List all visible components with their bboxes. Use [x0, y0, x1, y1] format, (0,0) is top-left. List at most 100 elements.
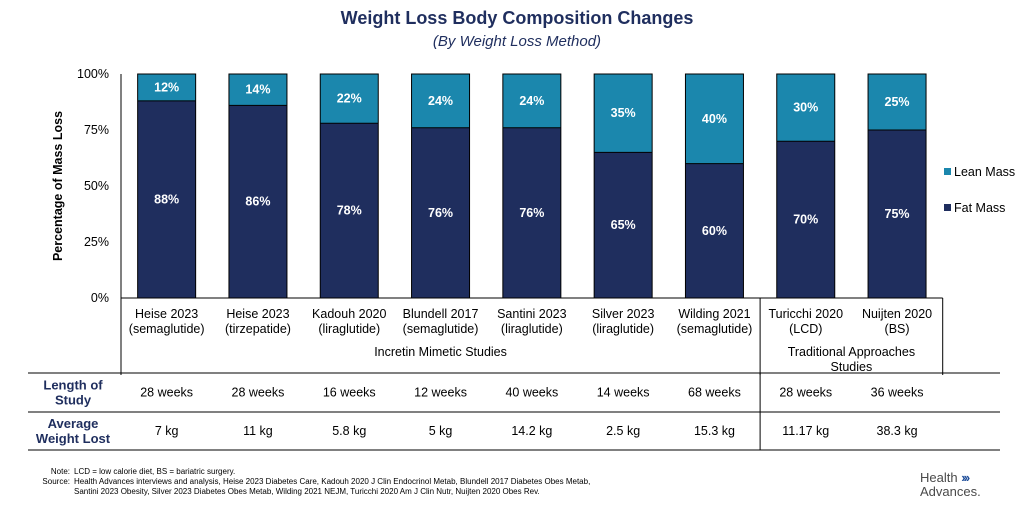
y-tick-label: 50%: [84, 179, 109, 193]
bar-lean-mass: [594, 74, 653, 153]
group-label: Studies: [831, 360, 873, 374]
bar-label-fat: 75%: [885, 207, 910, 221]
legend-label-lean: Lean Mass: [954, 165, 1015, 179]
chart-subtitle: (By Weight Loss Method): [433, 33, 601, 50]
bar-outline: [228, 73, 288, 299]
x-tick-label-sub: (liraglutide): [592, 322, 654, 336]
table-cell: 5.8 kg: [332, 424, 366, 438]
bar-label-fat: 70%: [793, 213, 818, 227]
table-row-header: Study: [55, 393, 92, 408]
x-tick-label-sub: (liraglutide): [318, 322, 380, 336]
logo-arrows-icon: ›››: [961, 470, 970, 485]
bar-label-fat: 76%: [519, 206, 544, 220]
source-line: Health Advances interviews and analysis,…: [74, 477, 591, 486]
bar-fat-mass: [594, 152, 653, 298]
x-tick-label: Heise 2023: [135, 307, 198, 321]
y-tick-label: 25%: [84, 235, 109, 249]
table-cell: 28 weeks: [140, 386, 193, 400]
y-axis-label: Percentage of Mass Loss: [51, 111, 65, 261]
health-advances-logo: Health ››› Advances.: [920, 471, 981, 499]
bar-outline: [137, 73, 197, 299]
x-tick-label: Silver 2023: [592, 307, 655, 321]
table-row-header: Weight Lost: [36, 431, 111, 446]
x-tick-label: Turicchi 2020: [768, 307, 843, 321]
note-text: LCD = low calorie diet, BS = bariatric s…: [74, 467, 236, 476]
bar-fat-mass: [320, 123, 379, 298]
bar-outline: [502, 73, 562, 299]
bar-lean-mass: [868, 74, 927, 130]
bar-outline: [411, 73, 471, 299]
bar-label-fat: 60%: [702, 224, 727, 238]
x-tick-label-sub: (liraglutide): [501, 322, 563, 336]
table-cell: 5 kg: [429, 424, 453, 438]
x-tick-label-sub: (semaglutide): [677, 322, 753, 336]
footnotes: Note: LCD = low calorie diet, BS = bariat…: [34, 467, 590, 497]
x-tick-label: Heise 2023: [226, 307, 289, 321]
bar-fat-mass: [685, 163, 744, 298]
bar-label-lean: 22%: [337, 92, 362, 106]
bar-label-lean: 35%: [611, 106, 636, 120]
table-cell: 7 kg: [155, 424, 179, 438]
table-cell: 36 weeks: [871, 386, 924, 400]
bar-fat-mass: [411, 127, 470, 298]
bar-label-lean: 12%: [154, 80, 179, 94]
x-tick-label-sub: (tirzepatide): [225, 322, 291, 336]
bar-fat-mass: [502, 127, 561, 298]
x-tick-label-sub: (semaglutide): [403, 322, 479, 336]
bar-lean-mass: [137, 74, 196, 101]
table-cell: 11.17 kg: [782, 424, 829, 438]
table-cell: 2.5 kg: [606, 424, 640, 438]
table-row-header: Length of: [43, 378, 103, 393]
bar-lean-mass: [502, 74, 561, 128]
bar-outline: [319, 73, 379, 299]
bar-lean-mass: [411, 74, 470, 128]
bar-outline: [684, 73, 744, 299]
legend-swatch-lean: [944, 168, 951, 175]
bar-lean-mass: [228, 74, 287, 106]
bar-lean-mass: [685, 74, 744, 164]
bar-label-fat: 65%: [611, 218, 636, 232]
bar-outline: [867, 73, 927, 299]
bar-label-lean: 24%: [428, 94, 453, 108]
bar-label-lean: 30%: [793, 101, 818, 115]
table-cell: 40 weeks: [505, 386, 558, 400]
y-tick-label: 75%: [84, 123, 109, 137]
table-cell: 38.3 kg: [877, 424, 918, 438]
bar-label-fat: 76%: [428, 206, 453, 220]
x-tick-label-sub: (BS): [885, 322, 910, 336]
bar-label-lean: 14%: [245, 83, 270, 97]
chart-title: Weight Loss Body Composition Changes: [341, 8, 694, 28]
bar-label-fat: 78%: [337, 204, 362, 218]
x-tick-label: Santini 2023: [497, 307, 567, 321]
x-tick-label: Kadouh 2020: [312, 307, 386, 321]
table-cell: 14.2 kg: [511, 424, 552, 438]
table-cell: 12 weeks: [414, 386, 467, 400]
y-tick-label: 0%: [91, 291, 109, 305]
y-tick-label: 100%: [77, 67, 109, 81]
note-key: Note:: [50, 467, 70, 476]
bar-fat-mass: [137, 100, 196, 298]
bar-fat-mass: [868, 130, 927, 298]
bar-fat-mass: [228, 105, 287, 298]
table-cell: 16 weeks: [323, 386, 376, 400]
bar-label-lean: 24%: [519, 94, 544, 108]
x-tick-label: Blundell 2017: [403, 307, 479, 321]
bar-outline: [776, 73, 836, 299]
bar-lean-mass: [320, 74, 379, 124]
table-cell: 11 kg: [243, 424, 273, 438]
table-row-header: Average: [48, 416, 99, 431]
bar-label-fat: 86%: [245, 195, 270, 209]
bar-fat-mass: [776, 141, 835, 298]
legend-label-fat: Fat Mass: [954, 201, 1005, 215]
table-cell: 68 weeks: [688, 386, 741, 400]
source-key: Source:: [42, 477, 70, 486]
x-tick-label: Nuijten 2020: [862, 307, 932, 321]
legend-swatch-fat: [944, 204, 951, 211]
bar-lean-mass: [776, 74, 835, 142]
table-cell: 28 weeks: [779, 386, 832, 400]
table-cell: 28 weeks: [232, 386, 285, 400]
x-tick-label-sub: (LCD): [789, 322, 822, 336]
logo-line2: Advances.: [920, 484, 981, 499]
logo-line1: Health: [920, 470, 958, 485]
